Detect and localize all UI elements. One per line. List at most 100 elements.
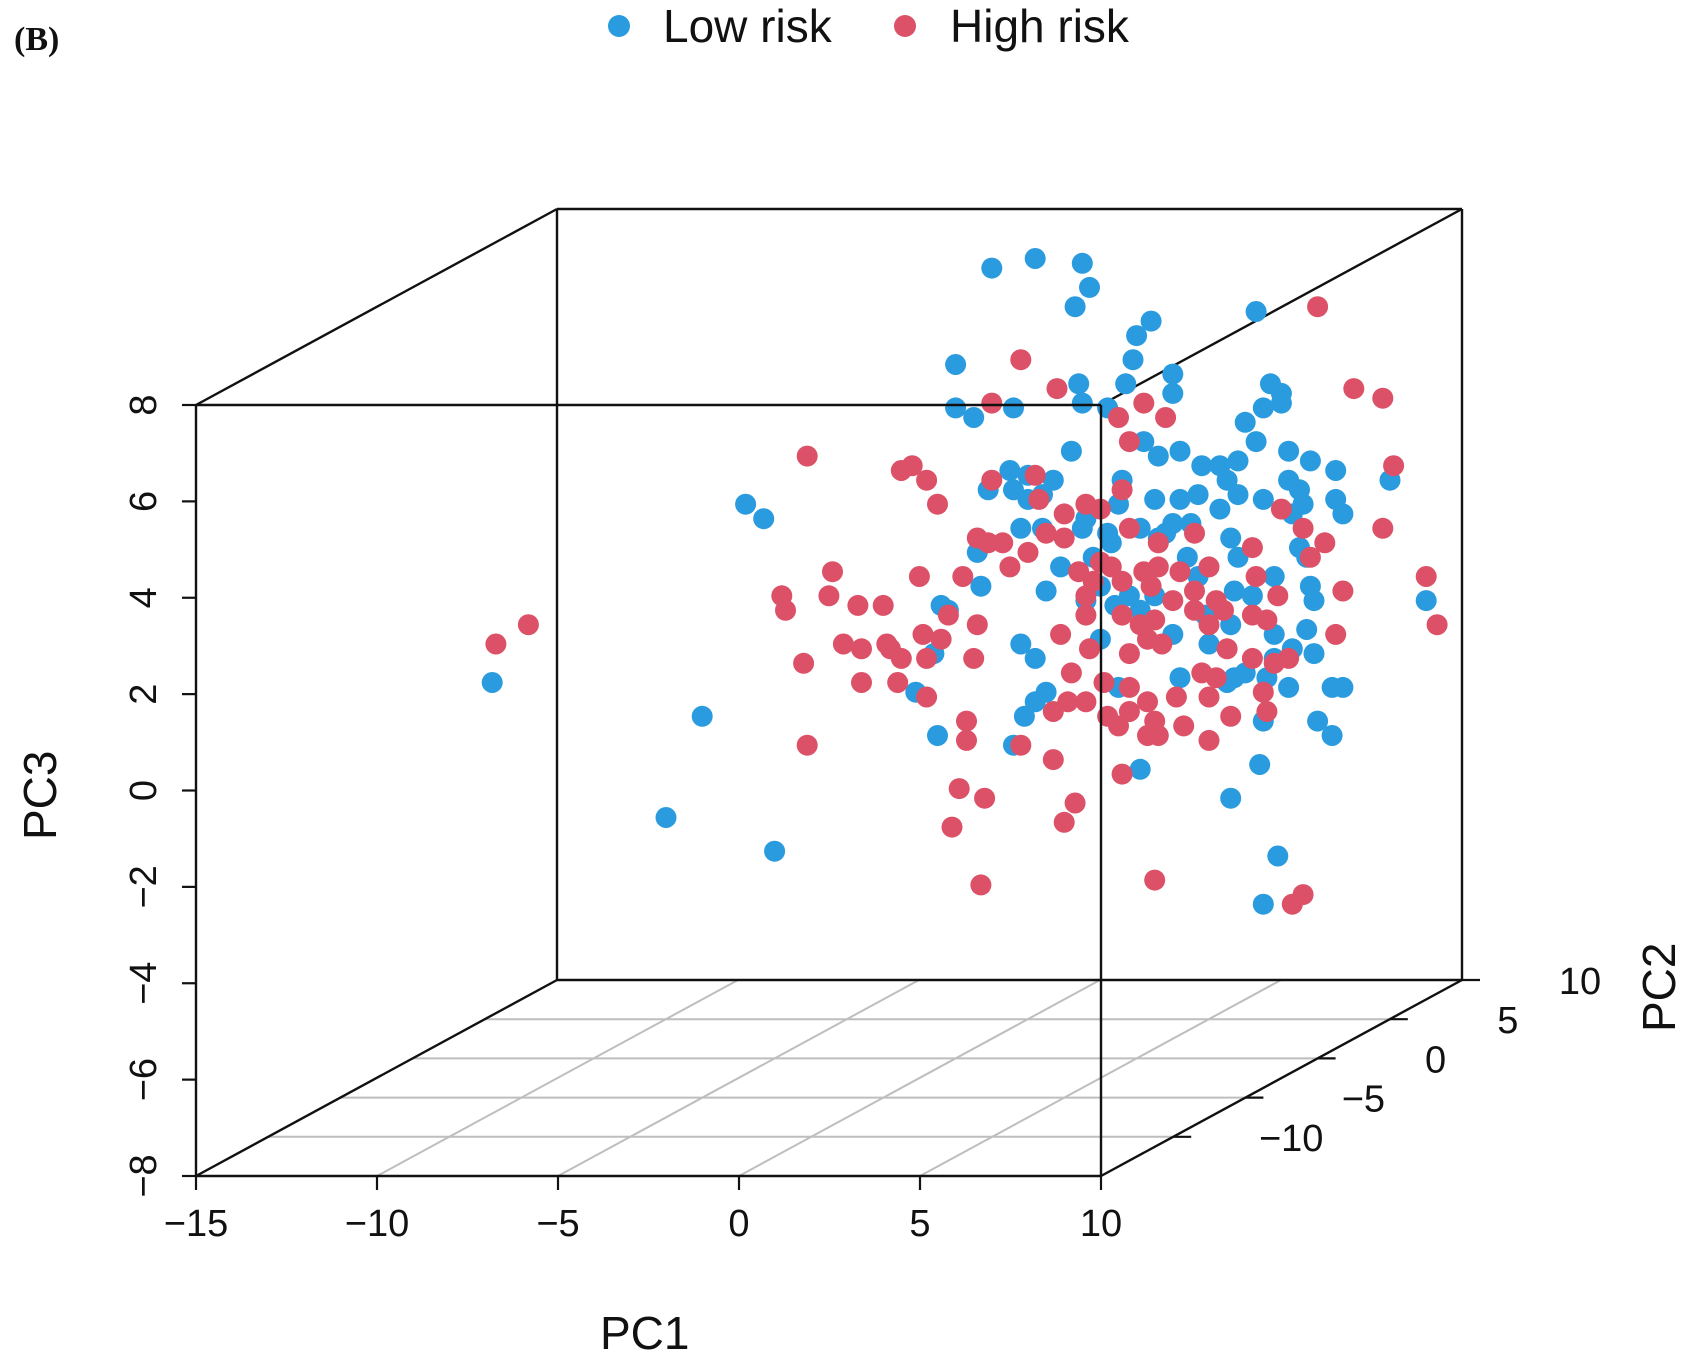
data-point-high-risk (1118, 431, 1140, 453)
data-point-high-risk (1267, 585, 1289, 607)
data-point-high-risk (1053, 527, 1075, 549)
data-point-low-risk (1144, 488, 1166, 510)
data-point-low-risk (1010, 517, 1032, 539)
data-point-high-risk (1144, 609, 1166, 631)
data-point-low-risk (1162, 513, 1184, 534)
data-point-high-risk (1133, 392, 1155, 414)
data-point-low-risk (927, 725, 948, 746)
data-point-high-risk (1173, 715, 1195, 737)
data-point-high-risk (1343, 378, 1365, 400)
z-tick-label: −4 (123, 962, 165, 1005)
data-point-low-risk (1129, 758, 1151, 780)
data-point-low-risk (1227, 484, 1249, 506)
data-point-low-risk (1267, 845, 1289, 867)
data-point-low-risk (1122, 349, 1144, 371)
data-point-high-risk (1111, 570, 1133, 592)
data-point-high-risk (1332, 580, 1354, 602)
data-point-low-risk (1079, 276, 1100, 298)
data-point-high-risk (1053, 811, 1075, 833)
data-point-high-risk (1307, 296, 1329, 318)
data-point-low-risk (1162, 363, 1184, 385)
data-point-high-risk (1075, 691, 1097, 713)
data-point-high-risk (1216, 638, 1238, 660)
data-point-low-risk (1140, 310, 1162, 332)
data-point-high-risk (992, 532, 1014, 554)
data-point-high-risk (1198, 686, 1220, 708)
data-point-high-risk (1108, 715, 1129, 737)
floor-grid-line-x (557, 979, 920, 1177)
data-point-high-risk (970, 874, 992, 896)
data-point-low-risk (1278, 676, 1300, 698)
data-point-high-risk (890, 460, 912, 481)
y-tick-label: 0 (1425, 1039, 1446, 1081)
data-point-high-risk (1057, 691, 1079, 713)
data-point-high-risk (1042, 749, 1064, 771)
data-point-high-risk (1053, 503, 1075, 525)
data-point-low-risk (764, 840, 786, 862)
data-point-high-risk (1165, 686, 1187, 708)
floor-grid-line-x (376, 979, 739, 1177)
data-point-low-risk (1162, 382, 1184, 404)
data-point-high-risk (1184, 599, 1205, 621)
data-point-low-risk (999, 460, 1021, 481)
data-points (481, 248, 1448, 915)
data-point-low-risk (1003, 397, 1024, 419)
data-point-low-risk (1332, 676, 1354, 698)
data-point-high-risk (941, 816, 963, 838)
data-point-high-risk (822, 561, 843, 583)
x-tick-label: 0 (728, 1203, 749, 1245)
data-point-low-risk (1147, 445, 1169, 467)
x-tick-label: −5 (536, 1203, 579, 1245)
data-point-high-risk (1299, 546, 1321, 568)
data-point-low-risk (1227, 450, 1249, 472)
data-point-high-risk (1111, 604, 1133, 626)
data-point-high-risk (916, 647, 938, 669)
y-tick-label: −10 (1259, 1118, 1323, 1160)
data-point-low-risk (1126, 325, 1148, 347)
data-point-high-risk (1118, 676, 1140, 698)
data-point-low-risk (1169, 488, 1191, 510)
data-point-high-risk (1035, 522, 1057, 544)
data-point-high-risk (1198, 614, 1220, 636)
panel-label: (B) (14, 21, 59, 58)
data-point-low-risk (481, 672, 503, 693)
data-point-low-risk (753, 508, 775, 530)
data-point-high-risk (1137, 691, 1158, 713)
data-point-high-risk (1372, 387, 1394, 409)
data-point-high-risk (916, 686, 938, 708)
series-high-risk (485, 296, 1448, 915)
data-point-low-risk (735, 493, 757, 515)
floor-grid-line-x (738, 979, 1101, 1177)
data-point-low-risk (1303, 590, 1325, 612)
box-back-edges (195, 207, 1464, 1178)
data-point-high-risk (1093, 672, 1115, 693)
data-point-high-risk (981, 469, 1003, 491)
data-point-high-risk (977, 532, 999, 554)
data-point-low-risk (1299, 450, 1321, 472)
data-point-low-risk (945, 354, 967, 375)
data-point-high-risk (847, 594, 869, 616)
z-tick-label: 6 (123, 491, 165, 512)
data-point-low-risk (981, 257, 1003, 279)
z-tick-label: −8 (123, 1154, 165, 1197)
data-point-high-risk (1169, 561, 1191, 583)
data-point-low-risk (1321, 725, 1343, 746)
data-point-high-risk (1198, 729, 1220, 751)
y-axis-label: PC2 (1633, 943, 1683, 1032)
data-point-high-risk (908, 566, 930, 587)
data-point-low-risk (1024, 647, 1046, 669)
data-point-low-risk (1035, 580, 1057, 602)
data-point-low-risk (963, 407, 985, 428)
data-point-low-risk (1252, 397, 1274, 419)
box-edge (1100, 978, 1463, 1178)
data-point-low-risk (1169, 440, 1191, 462)
data-point-low-risk (1064, 296, 1086, 318)
y-tick-label: −5 (1342, 1079, 1385, 1121)
data-point-high-risk (1024, 464, 1046, 486)
data-point-low-risk (1024, 248, 1046, 269)
data-point-low-risk (1278, 440, 1300, 462)
data-point-low-risk (1042, 469, 1064, 491)
data-point-high-risk (890, 647, 912, 669)
data-point-high-risk (1372, 517, 1394, 539)
